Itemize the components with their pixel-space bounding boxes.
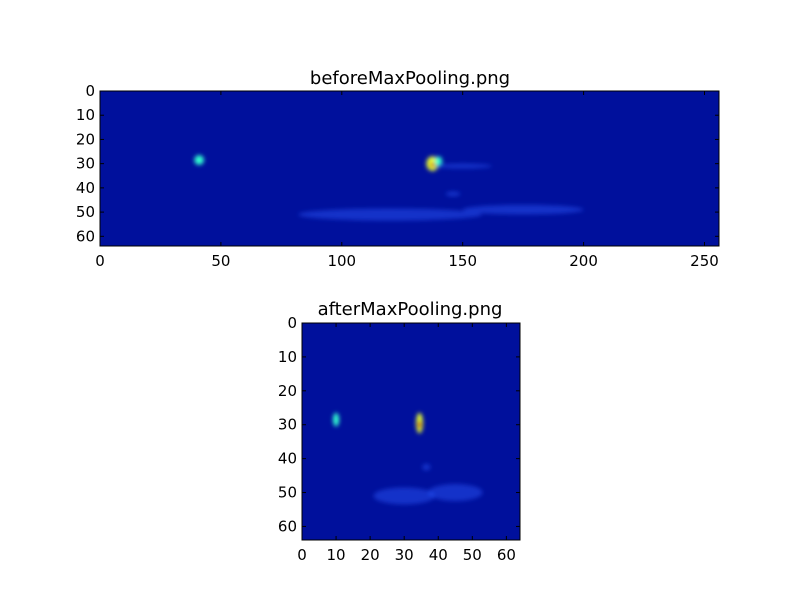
y-tick-label: 60	[76, 227, 95, 245]
heatmap-background	[100, 91, 719, 246]
x-tick-label: 250	[690, 252, 719, 270]
y-tick-label: 30	[278, 416, 297, 434]
x-tick-label: 60	[497, 546, 516, 564]
chart-title-after: afterMaxPooling.png	[318, 299, 503, 320]
x-tick-label: 30	[395, 546, 414, 564]
x-tick-label: 10	[327, 546, 346, 564]
heatmap-hotspot	[373, 487, 435, 505]
y-tick-label: 40	[278, 450, 297, 468]
y-tick-label: 60	[278, 517, 297, 535]
heatmap-hotspot	[462, 204, 584, 215]
x-tick-label: 150	[448, 252, 477, 270]
axes-frame	[99, 90, 720, 247]
heatmap-hotspot	[422, 463, 431, 471]
y-tick-label: 50	[278, 484, 297, 502]
heatmap-axes-0: 0 50 100 150 200 250 0 10 20 30 40 50 60	[76, 82, 720, 270]
heatmap-hotspot	[298, 208, 483, 221]
x-tick-label: 40	[429, 546, 448, 564]
heatmap-hotspot	[434, 156, 443, 167]
x-tick-label: 0	[297, 546, 307, 564]
x-tick-label: 200	[569, 252, 598, 270]
x-tick-label: 50	[211, 252, 230, 270]
x-tick-label: 0	[95, 252, 105, 270]
chart-title-before: beforeMaxPooling.png	[310, 68, 510, 89]
x-tick-label: 50	[463, 546, 482, 564]
heatmap-hotspot	[332, 412, 340, 427]
heatmap-hotspot	[417, 420, 422, 429]
heatmap-background	[302, 323, 520, 540]
x-tick-label: 20	[361, 546, 380, 564]
y-tick-label: 10	[278, 348, 297, 366]
y-tick-label: 30	[76, 155, 95, 173]
y-tick-label: 50	[76, 203, 95, 221]
y-tick-label: 20	[76, 130, 95, 148]
heatmap-hotspot	[433, 163, 492, 169]
heatmap-hotspot	[194, 155, 204, 165]
y-tick-label: 10	[76, 106, 95, 124]
y-tick-label: 0	[287, 314, 297, 332]
x-tick-label: 100	[327, 252, 356, 270]
y-tick-label: 20	[278, 382, 297, 400]
y-tick-label: 0	[85, 82, 95, 100]
axes-frame	[301, 322, 521, 541]
heatmap-hotspot	[430, 162, 435, 168]
heatmap-hotspot	[428, 484, 483, 502]
heatmap-hotspot	[445, 191, 461, 197]
y-tick-label: 40	[76, 179, 95, 197]
